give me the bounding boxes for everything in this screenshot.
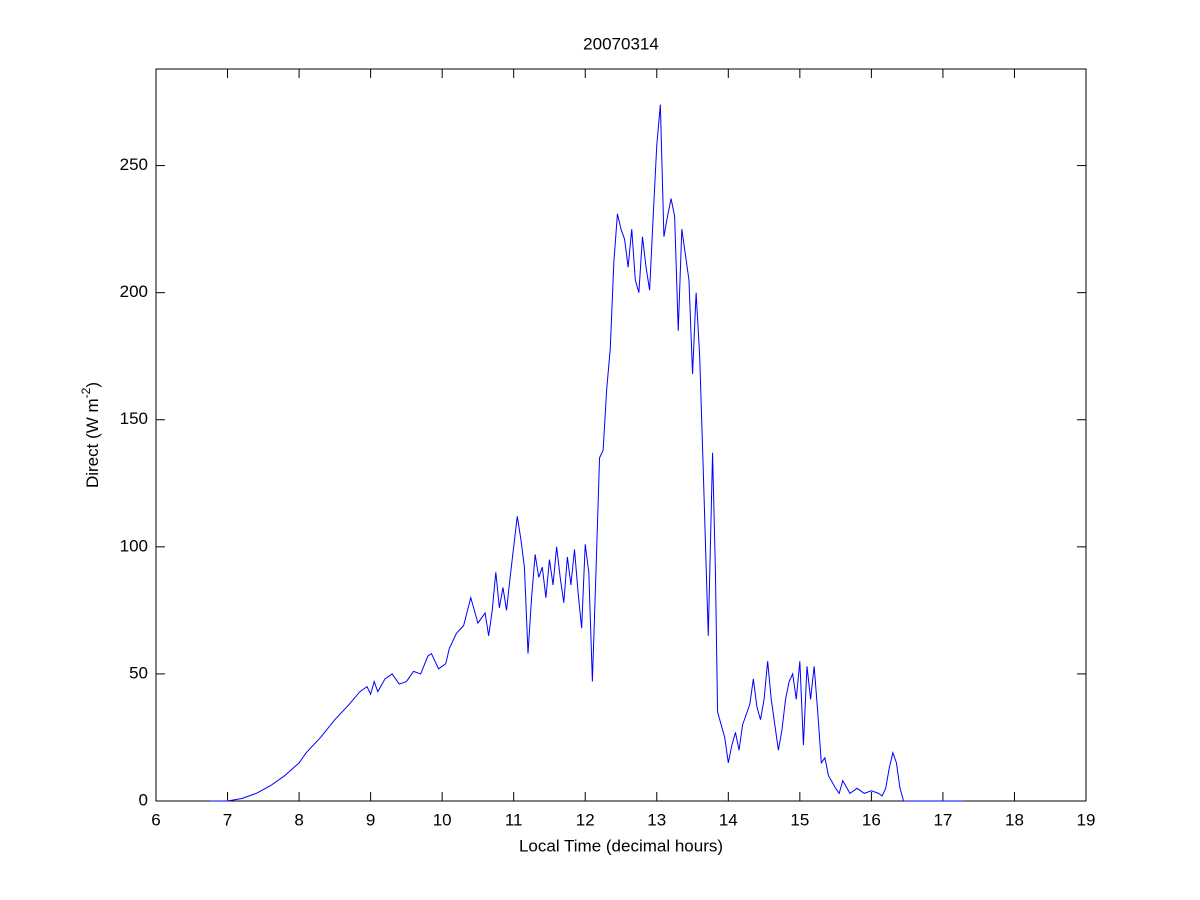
x-tick-label: 13	[647, 810, 666, 829]
plot-area	[155, 68, 1087, 802]
x-tick-label: 6	[151, 810, 160, 829]
y-tick-label: 200	[120, 282, 148, 301]
chart-title: 20070314	[583, 34, 659, 53]
x-tick-label: 12	[576, 810, 595, 829]
x-tick-label: 8	[294, 810, 303, 829]
y-axis-label: Direct (W m-2)	[79, 382, 102, 488]
data-line	[209, 104, 965, 802]
x-tick-label: 9	[366, 810, 375, 829]
y-label-main: Direct (W m	[83, 398, 102, 488]
y-tick-label: 250	[120, 155, 148, 174]
y-tick-label: 100	[120, 536, 148, 555]
x-axis-label: Local Time (decimal hours)	[519, 836, 723, 855]
y-label-sup: -2	[79, 387, 93, 398]
x-tick-label: 19	[1077, 810, 1096, 829]
x-tick-label: 14	[719, 810, 738, 829]
x-tick-label: 17	[933, 810, 952, 829]
y-tick-label: 50	[129, 663, 148, 682]
x-tick-label: 15	[790, 810, 809, 829]
x-tick-label: 18	[1005, 810, 1024, 829]
y-tick-label: 150	[120, 409, 148, 428]
y-tick-label: 0	[139, 790, 148, 809]
x-tick-label: 11	[505, 810, 523, 829]
x-tick-label: 7	[223, 810, 232, 829]
x-tick-label: 16	[862, 810, 881, 829]
x-tick-label: 10	[433, 810, 452, 829]
y-label-end: )	[83, 382, 102, 388]
